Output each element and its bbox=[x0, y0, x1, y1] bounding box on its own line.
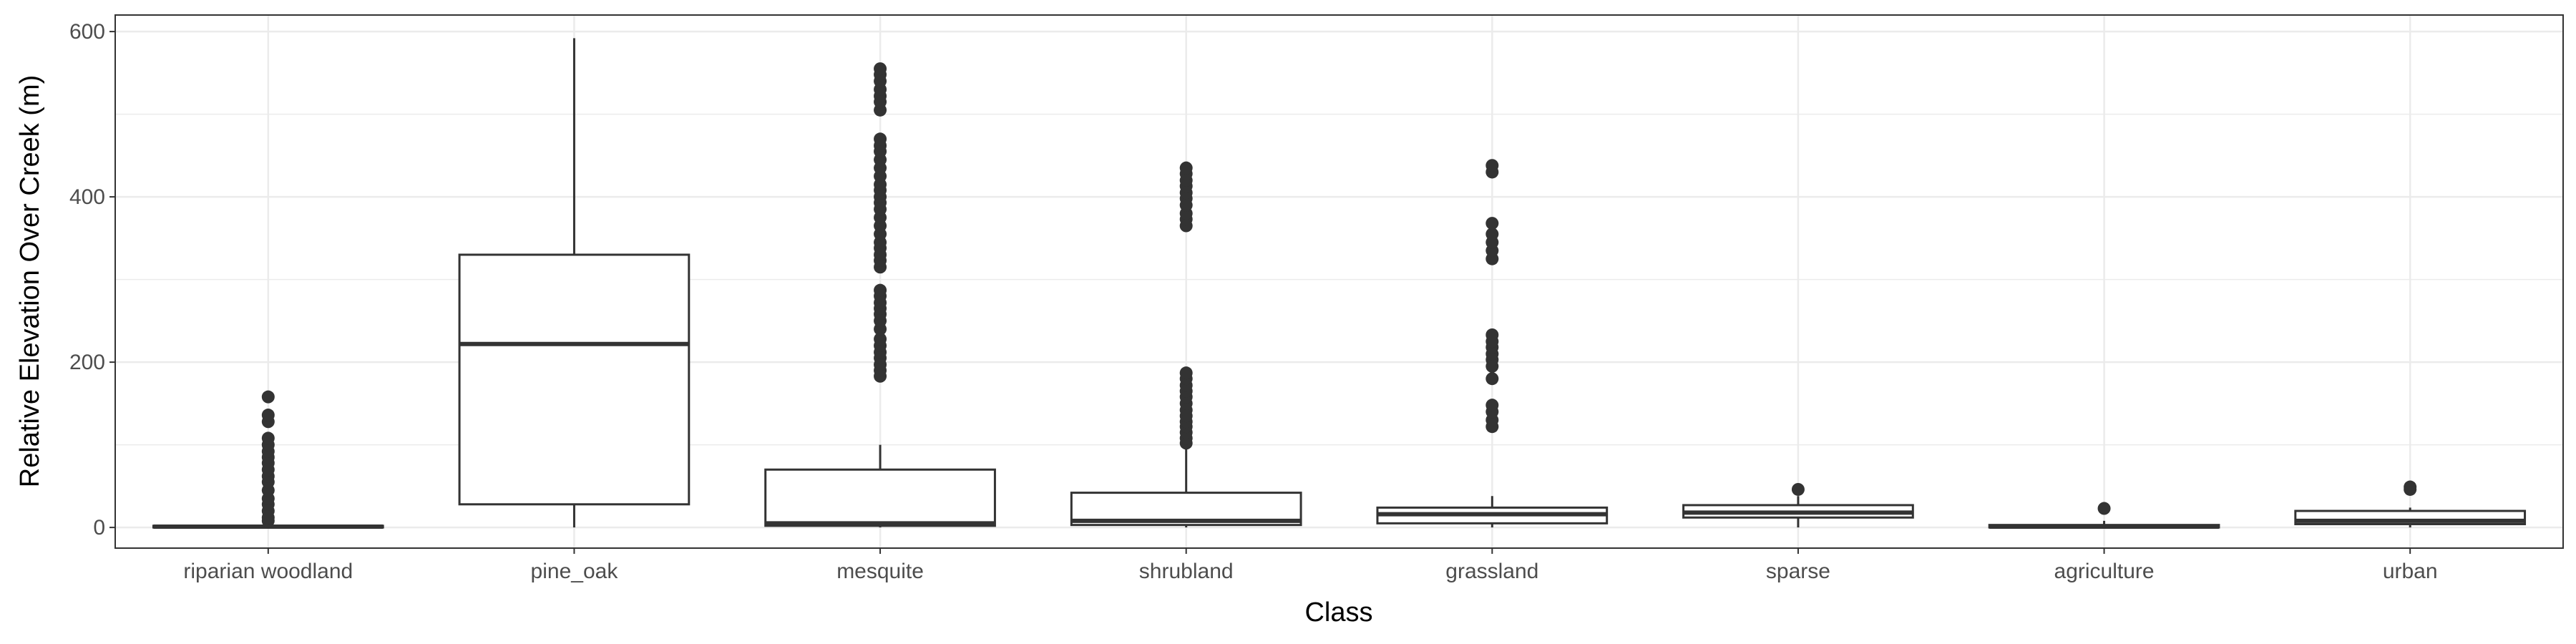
y-tick-label: 400 bbox=[69, 185, 105, 209]
outlier-point bbox=[874, 132, 887, 146]
box-body bbox=[764, 468, 996, 527]
box-sparse bbox=[1682, 482, 1914, 528]
box-mesquite bbox=[764, 62, 996, 528]
axes: 0 200 400 600 riparian woodland pine_oak mesqu… bbox=[69, 20, 2438, 583]
box-riparian-woodland bbox=[152, 390, 384, 529]
outlier-point bbox=[1179, 366, 1193, 380]
box-agriculture bbox=[1988, 502, 2220, 529]
outlier-point bbox=[1485, 328, 1499, 341]
box-series bbox=[152, 38, 2527, 529]
x-tick-label: mesquite bbox=[836, 560, 924, 583]
panel-border bbox=[114, 14, 2564, 549]
x-tick-label: pine_oak bbox=[531, 560, 619, 583]
outlier-point bbox=[874, 283, 887, 297]
box-urban bbox=[2294, 480, 2527, 528]
box-pine-oak bbox=[458, 38, 691, 528]
outlier-point bbox=[261, 409, 275, 422]
outlier-point bbox=[1485, 399, 1499, 412]
x-tick-label: agriculture bbox=[2054, 560, 2155, 583]
outlier-point bbox=[261, 390, 275, 404]
outlier-point bbox=[874, 332, 887, 346]
outlier-point bbox=[1791, 482, 1805, 496]
x-tick-label: grassland bbox=[1445, 560, 1538, 583]
y-tick-label: 600 bbox=[69, 20, 105, 44]
outlier-point bbox=[1485, 217, 1499, 230]
x-tick-label: sparse bbox=[1766, 560, 1830, 583]
x-tick-label: riparian woodland bbox=[183, 560, 353, 583]
y-tick-label: 0 bbox=[93, 516, 105, 540]
outlier-point bbox=[2097, 502, 2111, 515]
x-axis-title: Class bbox=[1304, 597, 1372, 628]
outlier-point bbox=[1485, 372, 1499, 386]
y-tick-label: 200 bbox=[69, 351, 105, 374]
y-axis-title: Relative Elevation Over Creek (m) bbox=[15, 75, 45, 488]
outlier-point bbox=[1485, 159, 1499, 172]
outlier-point bbox=[261, 431, 275, 445]
outlier-point bbox=[1485, 228, 1499, 241]
outlier-point bbox=[874, 62, 887, 76]
box-body bbox=[458, 253, 691, 506]
outlier-point bbox=[2404, 480, 2417, 494]
box-shrubland bbox=[1070, 161, 1302, 528]
x-tick-label: urban bbox=[2383, 560, 2438, 583]
x-tick-label: shrubland bbox=[1139, 560, 1234, 583]
outlier-point bbox=[1179, 161, 1193, 175]
box-grassland bbox=[1376, 159, 1609, 528]
